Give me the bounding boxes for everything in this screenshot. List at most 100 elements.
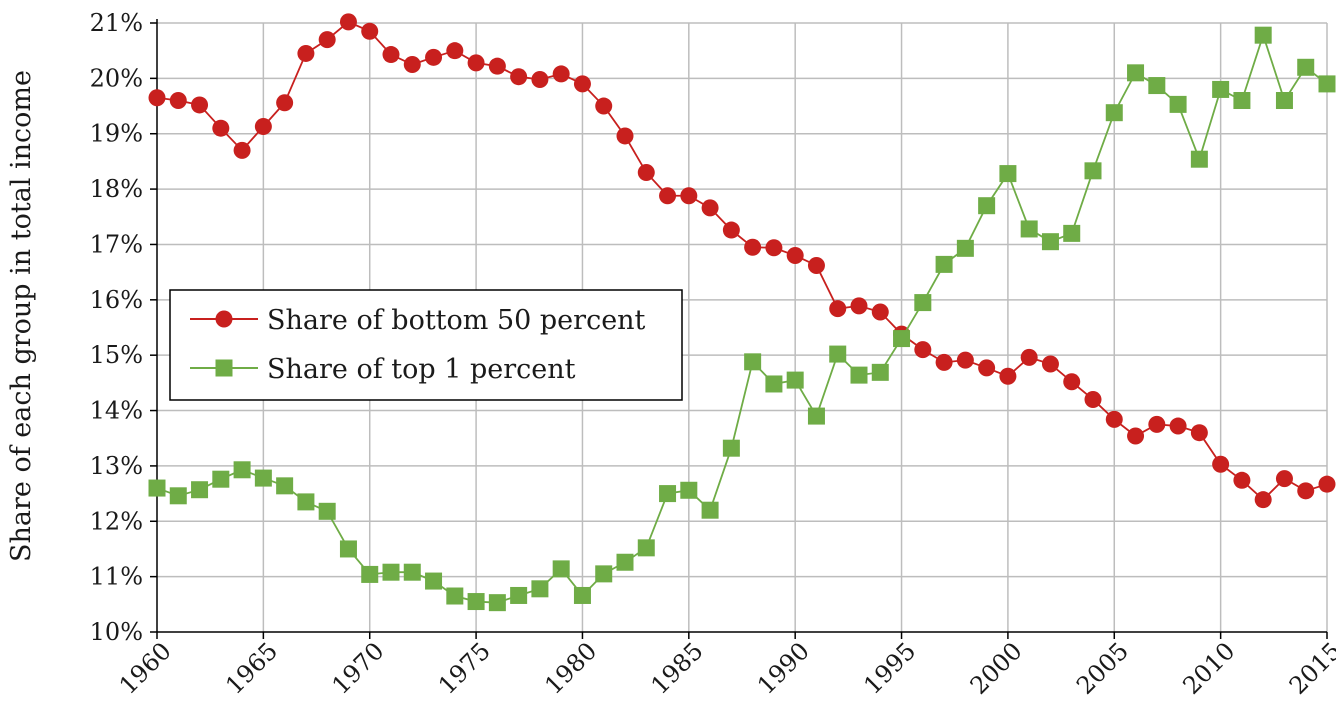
data-point-circle xyxy=(786,247,804,265)
data-point-circle xyxy=(659,187,677,205)
x-tick-label: 1995 xyxy=(858,637,921,700)
y-axis-label: Share of each group in total income xyxy=(6,70,37,562)
data-point-circle xyxy=(1148,415,1166,433)
x-tick-label: 1985 xyxy=(646,637,709,700)
data-point-circle xyxy=(1233,471,1251,489)
data-point-circle xyxy=(744,238,762,256)
data-point-square xyxy=(467,593,485,611)
data-point-circle xyxy=(680,187,698,205)
y-tick-label: 16% xyxy=(90,286,143,314)
data-point-square xyxy=(829,345,847,363)
data-point-square xyxy=(1297,58,1315,76)
data-point-square xyxy=(850,366,868,384)
x-tick-label: 1960 xyxy=(114,637,177,700)
data-point-circle xyxy=(254,118,272,136)
data-point-square xyxy=(212,470,230,488)
data-point-square xyxy=(786,371,804,389)
data-point-circle xyxy=(425,48,443,66)
data-point-square xyxy=(233,461,251,479)
data-point-square xyxy=(446,587,464,605)
x-tick-label: 2005 xyxy=(1071,637,1134,700)
data-point-circle xyxy=(765,239,783,257)
data-point-circle xyxy=(1254,491,1272,509)
data-point-square xyxy=(425,572,443,590)
data-point-circle xyxy=(446,42,464,60)
legend-marker-top1 xyxy=(215,359,233,377)
data-point-square xyxy=(1169,95,1187,113)
y-tick-label: 10% xyxy=(90,618,143,646)
data-point-circle xyxy=(1297,482,1315,500)
data-point-square xyxy=(1041,233,1059,251)
x-tick-label: 1975 xyxy=(433,637,496,700)
data-point-square xyxy=(616,553,634,571)
y-tick-label: 12% xyxy=(90,507,143,535)
data-point-square xyxy=(1084,162,1102,180)
data-point-square xyxy=(488,594,506,612)
legend-box xyxy=(169,289,683,401)
data-point-square xyxy=(148,479,166,497)
data-point-circle xyxy=(318,31,336,49)
legend-label-top1: Share of top 1 percent xyxy=(267,354,576,385)
data-point-square xyxy=(807,407,825,425)
data-point-circle xyxy=(297,44,315,62)
data-point-square xyxy=(765,375,783,393)
y-tick-label: 20% xyxy=(90,64,143,92)
data-point-circle xyxy=(701,199,719,217)
data-point-circle xyxy=(233,141,251,159)
data-point-circle xyxy=(637,163,655,181)
data-point-circle xyxy=(1318,475,1336,493)
data-point-circle xyxy=(1190,424,1208,442)
x-tick-label: 1970 xyxy=(327,637,390,700)
data-point-square xyxy=(254,469,272,487)
data-point-square xyxy=(191,481,209,499)
data-point-square xyxy=(999,165,1017,183)
data-point-square xyxy=(659,485,677,503)
y-tick-label: 14% xyxy=(90,397,143,425)
data-point-circle xyxy=(722,221,740,239)
data-point-circle xyxy=(148,89,166,107)
data-point-circle xyxy=(1105,410,1123,428)
data-point-square xyxy=(1127,64,1145,82)
data-point-square xyxy=(1318,75,1336,93)
data-point-square xyxy=(361,565,379,583)
data-point-circle xyxy=(531,70,549,88)
data-point-square xyxy=(1063,224,1081,242)
data-point-square xyxy=(722,439,740,457)
data-point-square xyxy=(1190,150,1208,168)
data-point-circle xyxy=(595,97,613,115)
data-point-circle xyxy=(1169,417,1187,435)
y-tick-label: 21% xyxy=(90,9,143,37)
series-group xyxy=(148,13,1336,612)
data-point-circle xyxy=(467,54,485,72)
series-bottom50 xyxy=(148,13,1336,509)
data-point-circle xyxy=(999,367,1017,385)
data-point-circle xyxy=(212,119,230,137)
data-point-square xyxy=(318,502,336,520)
data-point-circle xyxy=(935,353,953,371)
data-point-square xyxy=(701,501,719,519)
data-point-square xyxy=(744,353,762,371)
data-point-square xyxy=(169,487,187,505)
data-point-circle xyxy=(978,359,996,377)
data-point-square xyxy=(637,539,655,557)
data-point-circle xyxy=(829,300,847,318)
data-point-circle xyxy=(510,68,528,86)
data-point-circle xyxy=(616,127,634,145)
data-point-circle xyxy=(191,96,209,114)
data-point-square xyxy=(935,255,953,273)
data-point-circle xyxy=(1020,348,1038,366)
data-point-circle xyxy=(552,65,570,83)
data-point-circle xyxy=(1063,373,1081,391)
data-point-circle xyxy=(403,56,421,74)
data-point-square xyxy=(1254,26,1272,44)
data-point-circle xyxy=(956,351,974,369)
legend-label-bottom50: Share of bottom 50 percent xyxy=(267,305,646,336)
data-point-square xyxy=(1148,77,1166,95)
data-point-square xyxy=(1105,104,1123,122)
y-tick-label: 15% xyxy=(90,341,143,369)
data-point-circle xyxy=(850,297,868,315)
data-point-square xyxy=(382,563,400,581)
data-point-circle xyxy=(871,303,889,321)
x-tick-label: 2010 xyxy=(1177,637,1240,700)
